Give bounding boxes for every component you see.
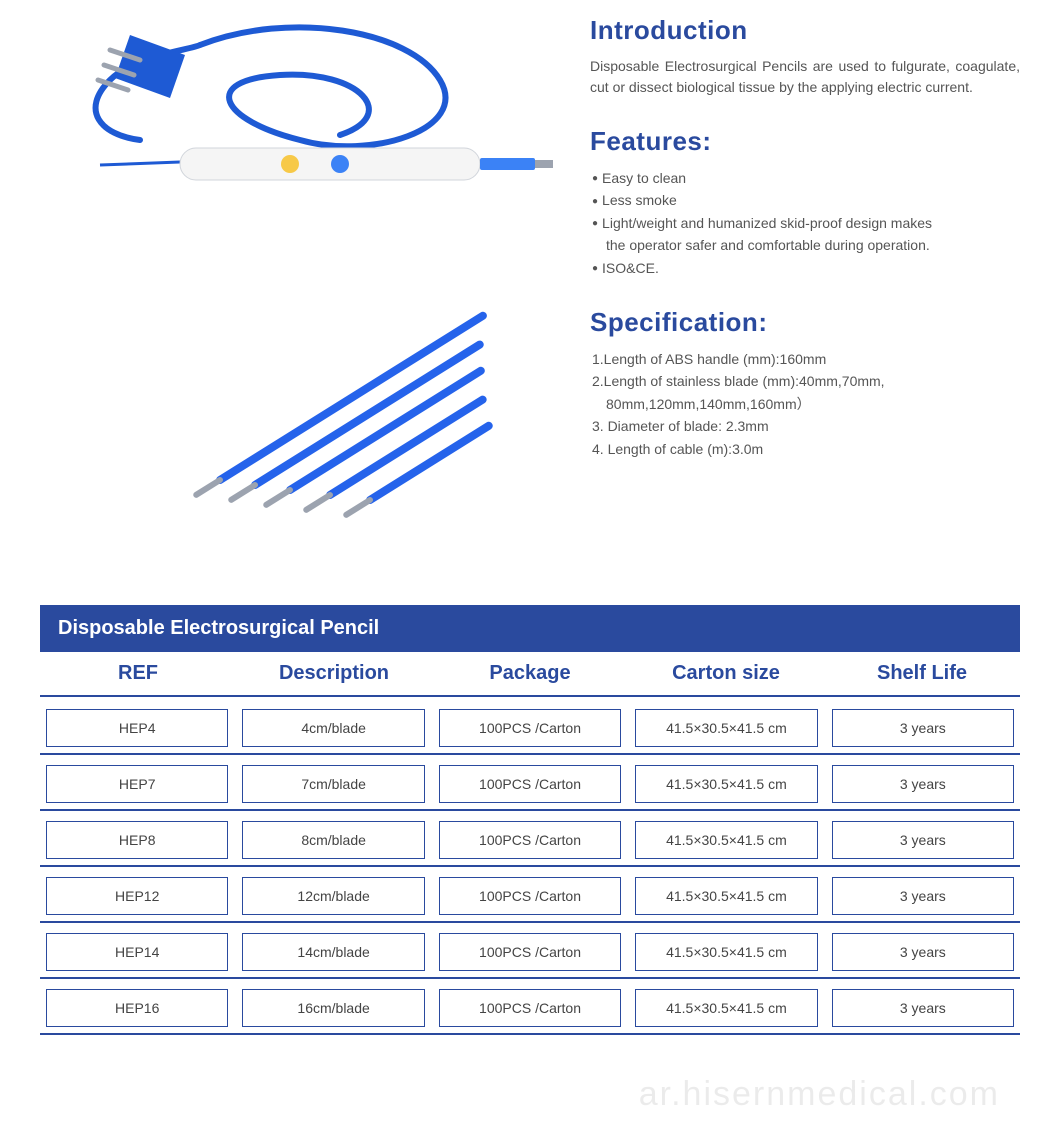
- table-cell: 3 years: [832, 709, 1014, 747]
- features-item: the operator safer and comfortable durin…: [592, 234, 1020, 256]
- specification-item: 80mm,120mm,140mm,160mm）: [592, 393, 1020, 415]
- table-cell: 41.5×30.5×41.5 cm: [635, 989, 817, 1027]
- table-header-row: REFDescriptionPackageCarton sizeShelf Li…: [40, 652, 1020, 697]
- table-cell: 3 years: [832, 765, 1014, 803]
- features-item: Less smoke: [592, 189, 1020, 211]
- specification-item: 2.Length of stainless blade (mm):40mm,70…: [592, 370, 1020, 392]
- table-cell: HEP16: [46, 989, 228, 1027]
- table-cell: 14cm/blade: [242, 933, 424, 971]
- column-header: Carton size: [628, 652, 824, 695]
- table-cell: 41.5×30.5×41.5 cm: [635, 765, 817, 803]
- specification-item: 1.Length of ABS handle (mm):160mm: [592, 348, 1020, 370]
- table-row: HEP12 12cm/blade 100PCS /Carton 41.5×30.5×4…: [40, 871, 1020, 923]
- table-cell: 100PCS /Carton: [439, 877, 621, 915]
- features-item: Light/weight and humanized skid-proof de…: [592, 212, 1020, 234]
- table-cell: 8cm/blade: [242, 821, 424, 859]
- table-cell: 41.5×30.5×41.5 cm: [635, 933, 817, 971]
- specification-item: 3. Diameter of blade: 2.3mm: [592, 415, 1020, 437]
- specification-item: 4. Length of cable (m):3.0m: [592, 438, 1020, 460]
- features-heading: Features:: [590, 126, 1020, 157]
- table-row: HEP8 8cm/blade 100PCS /Carton 41.5×30.5×41.…: [40, 815, 1020, 867]
- table-cell: 4cm/blade: [242, 709, 424, 747]
- table-cell: HEP14: [46, 933, 228, 971]
- table-cell: HEP4: [46, 709, 228, 747]
- column-header: Shelf Life: [824, 652, 1020, 695]
- column-header: Description: [236, 652, 432, 695]
- table-cell: HEP7: [46, 765, 228, 803]
- table-cell: HEP12: [46, 877, 228, 915]
- table-row: HEP4 4cm/blade 100PCS /Carton 41.5×30.5×41.…: [40, 703, 1020, 755]
- table-cell: 3 years: [832, 933, 1014, 971]
- introduction-heading: Introduction: [590, 15, 1020, 46]
- table-cell: 7cm/blade: [242, 765, 424, 803]
- watermark-text: ar.hisernmedical.com: [639, 1075, 1000, 1114]
- table-cell: 3 years: [832, 877, 1014, 915]
- table-body: HEP4 4cm/blade 100PCS /Carton 41.5×30.5×41.…: [40, 703, 1020, 1035]
- table-cell: 3 years: [832, 821, 1014, 859]
- table-cell: 100PCS /Carton: [439, 709, 621, 747]
- table-cell: 100PCS /Carton: [439, 765, 621, 803]
- table-cell: 100PCS /Carton: [439, 821, 621, 859]
- table-cell: 100PCS /Carton: [439, 933, 621, 971]
- table-cell: 41.5×30.5×41.5 cm: [635, 821, 817, 859]
- table-cell: 3 years: [832, 989, 1014, 1027]
- table-cell: 41.5×30.5×41.5 cm: [635, 877, 817, 915]
- specification-heading: Specification:: [590, 307, 1020, 338]
- product-image: [40, 10, 560, 525]
- features-item: Easy to clean: [592, 167, 1020, 189]
- table-title: Disposable Electrosurgical Pencil: [40, 605, 1020, 652]
- table-cell: 100PCS /Carton: [439, 989, 621, 1027]
- features-list: Easy to cleanLess smokeLight/weight and …: [590, 167, 1020, 279]
- table-cell: 12cm/blade: [242, 877, 424, 915]
- column-header: REF: [40, 652, 236, 695]
- table-row: HEP14 14cm/blade 100PCS /Carton 41.5×30.5×4…: [40, 927, 1020, 979]
- table-row: HEP7 7cm/blade 100PCS /Carton 41.5×30.5×41.…: [40, 759, 1020, 811]
- table-cell: 16cm/blade: [242, 989, 424, 1027]
- table-row: HEP16 16cm/blade 100PCS /Carton 41.5×30.5×4…: [40, 983, 1020, 1035]
- introduction-text: Disposable Electrosurgical Pencils are u…: [590, 56, 1020, 98]
- specification-list: 1.Length of ABS handle (mm):160mm2.Lengt…: [590, 348, 1020, 460]
- product-illustration-svg: [40, 20, 560, 520]
- features-item: ISO&CE.: [592, 257, 1020, 279]
- table-cell: HEP8: [46, 821, 228, 859]
- table-cell: 41.5×30.5×41.5 cm: [635, 709, 817, 747]
- column-header: Package: [432, 652, 628, 695]
